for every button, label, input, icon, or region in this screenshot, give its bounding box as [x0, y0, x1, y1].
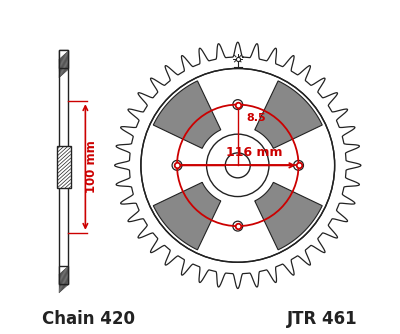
Circle shape [294, 160, 304, 170]
Polygon shape [57, 146, 70, 188]
Polygon shape [255, 81, 322, 148]
Circle shape [233, 100, 243, 110]
Text: 100 mm: 100 mm [85, 141, 98, 193]
Circle shape [206, 134, 269, 197]
Polygon shape [59, 50, 68, 68]
Polygon shape [153, 81, 221, 148]
Circle shape [225, 153, 250, 178]
Polygon shape [115, 42, 361, 289]
Polygon shape [59, 50, 68, 284]
Circle shape [233, 221, 243, 231]
Text: JTR 461: JTR 461 [287, 310, 358, 328]
Circle shape [141, 68, 335, 262]
Text: 8.5: 8.5 [246, 113, 266, 123]
Text: 116 mm: 116 mm [226, 146, 282, 159]
Polygon shape [153, 182, 221, 250]
Polygon shape [255, 182, 322, 250]
Circle shape [172, 160, 182, 170]
Polygon shape [59, 266, 68, 284]
Text: Chain 420: Chain 420 [42, 310, 135, 328]
